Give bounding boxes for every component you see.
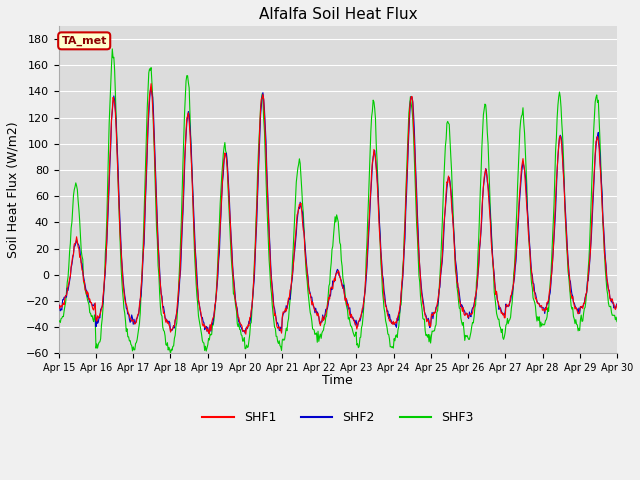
SHF3: [613, 319, 621, 324]
SHF1: [55, 301, 63, 307]
SHF2: [209, 318, 217, 324]
SHF1: [613, 301, 621, 307]
SHF3: [108, 46, 116, 52]
Line: SHF3: SHF3: [59, 49, 617, 353]
SHF2: [613, 301, 621, 307]
SHF3: [424, 334, 431, 340]
SHF2: [424, 318, 431, 324]
SHF3: [55, 318, 63, 324]
SHF1: [122, 301, 130, 307]
SHF2: [407, 94, 415, 99]
SHF3: [180, 112, 188, 118]
SHF1: [407, 94, 415, 100]
SHF2: [147, 86, 155, 92]
SHF2: [180, 191, 188, 197]
SHF2: [65, 283, 73, 288]
SHF3: [124, 326, 131, 332]
Title: Alfalfa Soil Heat Flux: Alfalfa Soil Heat Flux: [259, 7, 417, 22]
Text: TA_met: TA_met: [61, 36, 107, 46]
SHF2: [55, 304, 63, 310]
SHF1: [242, 331, 250, 337]
SHF3: [65, 263, 73, 269]
SHF3: [210, 317, 218, 323]
SHF1: [424, 317, 431, 323]
Line: SHF1: SHF1: [59, 84, 617, 334]
Line: SHF2: SHF2: [59, 89, 617, 333]
SHF3: [407, 101, 415, 107]
SHF1: [65, 281, 73, 287]
SHF1: [147, 81, 155, 86]
SHF1: [180, 180, 188, 186]
SHF2: [241, 330, 249, 336]
SHF1: [209, 314, 217, 320]
Y-axis label: Soil Heat Flux (W/m2): Soil Heat Flux (W/m2): [7, 121, 20, 258]
SHF3: [166, 350, 174, 356]
Legend: SHF1, SHF2, SHF3: SHF1, SHF2, SHF3: [197, 406, 478, 429]
SHF2: [122, 305, 130, 311]
X-axis label: Time: Time: [323, 374, 353, 387]
